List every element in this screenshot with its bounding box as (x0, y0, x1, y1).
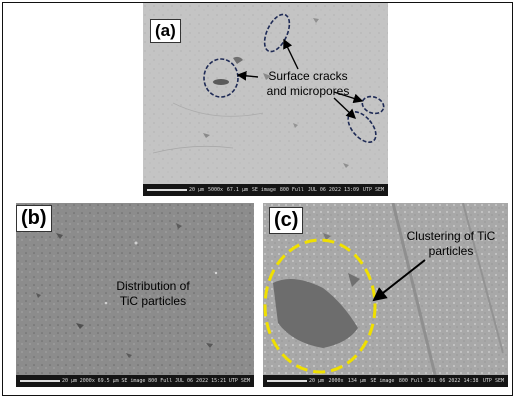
date-c: JUL 06 2022 14:38 (427, 378, 479, 384)
micrograph-texture-b (16, 203, 254, 387)
scale-label-b: 20 μm (62, 378, 78, 384)
figure-frame (2, 2, 513, 396)
sem-image-a: (a) 20 μm 5000x 67.1 μm SE image 800 Ful… (143, 3, 388, 196)
arrow-to-ellipse-2 (236, 70, 259, 81)
image-mode-c: SE image (370, 378, 395, 384)
sem-info-bar-a: 20 μm 5000x 67.1 μm SE image 800 Full JU… (143, 184, 388, 196)
annotation-cracks-line1: Surface cracks (268, 69, 348, 83)
image-mode-a: SE image (251, 187, 276, 193)
arrow-to-ellipse-3 (333, 91, 364, 104)
scale-label-c: 20 μm (309, 378, 325, 384)
annotation-distribution-line1: Distribution of (116, 279, 190, 293)
scale-bar-b: 20 μm (20, 378, 77, 384)
date-a: JUL 06 2022 13:09 (307, 187, 360, 193)
arrow-to-ellipse-1 (283, 38, 299, 70)
scale-bar-c: 20 μm (267, 378, 324, 384)
system-a: UTP SEM (362, 187, 384, 193)
vacuum-a: 800 Full (279, 187, 304, 193)
field-of-view-a: 67.1 μm (226, 187, 248, 193)
image-mode-b: SE image (121, 378, 146, 384)
defect-ellipse-2 (203, 58, 239, 98)
annotation-distribution: Distribution of TiC particles (98, 279, 208, 309)
magnification-b: 2000x (79, 378, 95, 384)
annotation-distribution-line2: TiC particles (119, 294, 187, 308)
system-c: UTP SEM (482, 378, 504, 384)
vacuum-b: 800 Full (148, 378, 173, 384)
cluster-circle (263, 238, 377, 374)
scale-label-a: 20 μm (189, 187, 205, 193)
annotation-cracks: Surface cracks and micropores (258, 69, 358, 99)
arrow-to-ellipse-4 (333, 97, 357, 119)
system-b: UTP SEM (228, 378, 250, 384)
sem-image-b: (b) Distribution of TiC particles 20 μm … (16, 203, 254, 387)
annotation-clustering-line2: particles (428, 244, 474, 258)
magnification-c: 2000x (328, 378, 344, 384)
date-b: JUL 06 2022 15:21 (174, 378, 227, 384)
arrow-to-cluster (372, 259, 426, 302)
field-of-view-c: 134 μm (347, 378, 366, 384)
magnification-a: 5000x (207, 187, 224, 193)
vacuum-c: 800 Full (398, 378, 423, 384)
annotation-clustering: Clustering of TiC particles (391, 229, 508, 259)
field-of-view-b: 69.5 μm (97, 378, 119, 384)
defect-ellipse-1 (263, 13, 291, 53)
panel-label-a: (a) (150, 19, 181, 43)
annotation-cracks-line2: and micropores (266, 84, 350, 98)
sem-info-bar-b: 20 μm 2000x 69.5 μm SE image 800 Full JU… (16, 375, 254, 387)
panel-label-c: (c) (269, 207, 304, 234)
micrograph-texture-a (143, 3, 388, 196)
scale-bar-a: 20 μm (147, 187, 204, 193)
sem-info-bar-c: 20 μm 2000x 134 μm SE image 800 Full JUL… (263, 375, 508, 387)
annotation-clustering-line1: Clustering of TiC (406, 229, 496, 243)
panel-label-b: (b) (16, 205, 52, 232)
defect-ellipse-3 (361, 95, 385, 115)
